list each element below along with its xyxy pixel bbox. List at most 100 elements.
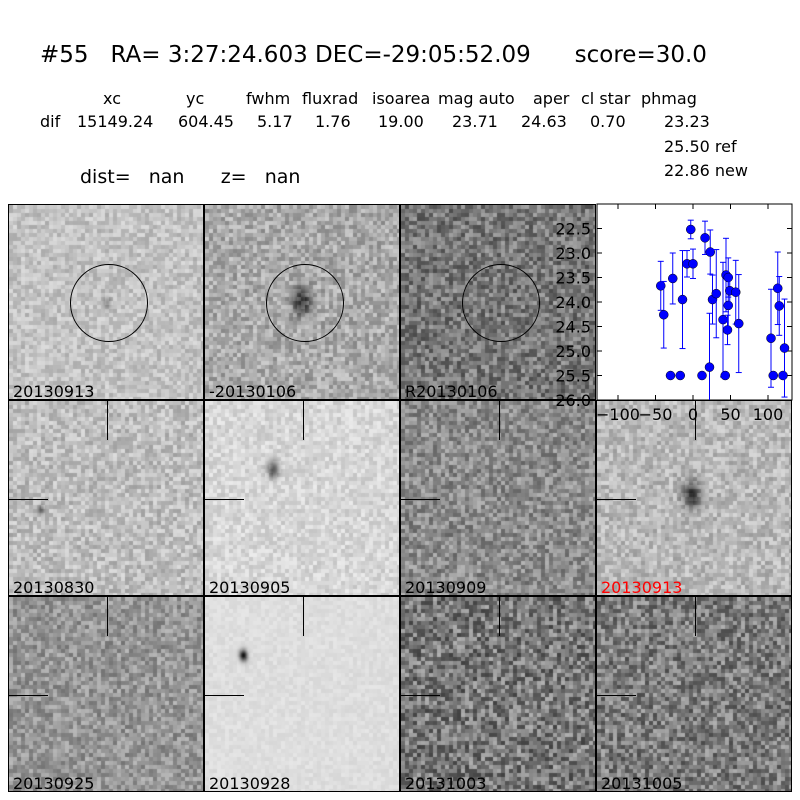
data-point bbox=[779, 343, 790, 353]
crosshair-tick bbox=[9, 499, 48, 501]
image-stamp[interactable]: 20130925 bbox=[8, 596, 204, 792]
dist-z-readout: dist= nan z= nan bbox=[80, 166, 301, 188]
column-header: isoarea bbox=[372, 89, 431, 108]
stamp-date-label: R20130106 bbox=[405, 382, 498, 400]
data-point bbox=[773, 283, 783, 294]
stamp-image bbox=[597, 597, 791, 791]
y-tick-label: 23.0 bbox=[555, 244, 591, 263]
stamp-date-label: 20130905 bbox=[209, 578, 291, 596]
column-value: 604.45 bbox=[178, 112, 234, 131]
stamp-date-label: 20130913 bbox=[13, 382, 95, 400]
data-point bbox=[686, 224, 696, 235]
data-point bbox=[778, 370, 788, 381]
data-point bbox=[720, 370, 730, 381]
stamp-date-label: 20130909 bbox=[405, 578, 487, 596]
data-point bbox=[718, 314, 728, 325]
image-stamp[interactable]: 20130830 bbox=[8, 400, 204, 596]
row-label: dif bbox=[40, 112, 61, 131]
crosshair-tick bbox=[107, 401, 109, 440]
y-tick-label: 25.5 bbox=[555, 367, 591, 386]
data-point bbox=[668, 273, 678, 284]
y-tick-label: 26.0 bbox=[555, 391, 591, 410]
plot-area bbox=[596, 203, 793, 401]
image-stamp[interactable]: 20131005 bbox=[596, 596, 792, 792]
data-point bbox=[675, 370, 685, 381]
candidate-title: #55 RA= 3:27:24.603 DEC=-29:05:52.09 sco… bbox=[40, 42, 707, 68]
crosshair-tick bbox=[303, 597, 305, 636]
column-header: fluxrad bbox=[302, 89, 359, 108]
column-value: 23.23 bbox=[664, 112, 710, 131]
image-stamp[interactable]: 20130928 bbox=[204, 596, 400, 792]
stamp-image bbox=[401, 597, 595, 791]
crosshair-tick bbox=[303, 401, 305, 440]
stamp-image bbox=[205, 401, 399, 595]
column-header: cl star bbox=[581, 89, 631, 108]
data-point bbox=[677, 294, 688, 305]
y-tick-label: 24.5 bbox=[555, 318, 591, 337]
column-value: 19.00 bbox=[378, 112, 424, 131]
column-value: 0.70 bbox=[590, 112, 626, 131]
data-point bbox=[711, 288, 721, 299]
stamp-image bbox=[205, 597, 399, 791]
data-point bbox=[705, 247, 715, 257]
crosshair-tick bbox=[597, 695, 636, 697]
y-tick-label: 22.5 bbox=[555, 220, 591, 239]
stamp-date-label: 20131003 bbox=[405, 774, 487, 792]
phmag-extra: 25.50 ref bbox=[664, 137, 737, 156]
data-point bbox=[722, 325, 733, 335]
x-tick-label: −100 bbox=[596, 405, 640, 424]
x-tick-label: −50 bbox=[639, 405, 673, 424]
column-header: phmag bbox=[641, 89, 697, 108]
data-point bbox=[766, 333, 776, 344]
data-point bbox=[659, 309, 669, 320]
x-tick-label: 0 bbox=[688, 405, 698, 424]
image-stamp[interactable]: R20130106 bbox=[400, 204, 596, 400]
crosshair-tick bbox=[597, 499, 636, 501]
crosshair-tick bbox=[695, 401, 697, 440]
image-stamp[interactable]: 20130913 bbox=[596, 400, 792, 596]
column-header: fwhm bbox=[246, 89, 291, 108]
aperture-circle bbox=[70, 264, 148, 342]
column-header: xc bbox=[103, 89, 121, 108]
crosshair-tick bbox=[401, 499, 440, 501]
crosshair-tick bbox=[9, 695, 48, 697]
column-header: yc bbox=[186, 89, 205, 108]
image-stamp[interactable]: 20130913 bbox=[8, 204, 204, 400]
stamp-date-label: 20131005 bbox=[601, 774, 683, 792]
y-tick-label: 23.5 bbox=[555, 269, 591, 288]
column-value: 1.76 bbox=[315, 112, 351, 131]
column-value: 5.17 bbox=[257, 112, 293, 131]
crosshair-tick bbox=[499, 597, 501, 636]
image-stamp[interactable]: 20130909 bbox=[400, 400, 596, 596]
column-value: 15149.24 bbox=[77, 112, 154, 131]
crosshair-tick bbox=[695, 597, 697, 636]
data-point bbox=[704, 362, 715, 372]
crosshair-tick bbox=[107, 597, 109, 636]
aperture-circle bbox=[266, 264, 344, 342]
column-value: 23.71 bbox=[452, 112, 498, 131]
data-point bbox=[665, 370, 676, 381]
stamp-image bbox=[401, 401, 595, 595]
image-stamp[interactable]: -20130106 bbox=[204, 204, 400, 400]
data-point bbox=[734, 318, 744, 329]
image-stamp[interactable]: 20130905 bbox=[204, 400, 400, 596]
data-point bbox=[768, 370, 778, 381]
stamp-image bbox=[9, 401, 203, 595]
stamp-date-label: 20130928 bbox=[209, 774, 291, 792]
data-point bbox=[700, 233, 710, 243]
crosshair-tick bbox=[401, 695, 440, 697]
image-stamp[interactable]: 20131003 bbox=[400, 596, 596, 792]
y-tick-label: 25.0 bbox=[555, 342, 591, 361]
crosshair-tick bbox=[205, 499, 244, 501]
phmag-extra: 22.86 new bbox=[664, 161, 748, 180]
data-point bbox=[697, 370, 707, 381]
stamp-date-label: 20130830 bbox=[13, 578, 95, 596]
column-header: aper bbox=[533, 89, 570, 108]
stamp-date-label: 20130925 bbox=[13, 774, 95, 792]
data-point bbox=[774, 301, 784, 311]
column-value: 24.63 bbox=[521, 112, 567, 131]
x-tick-label: 100 bbox=[753, 405, 784, 424]
x-tick-label: 50 bbox=[720, 405, 740, 424]
stamp-date-label: 20130913 bbox=[601, 578, 683, 596]
